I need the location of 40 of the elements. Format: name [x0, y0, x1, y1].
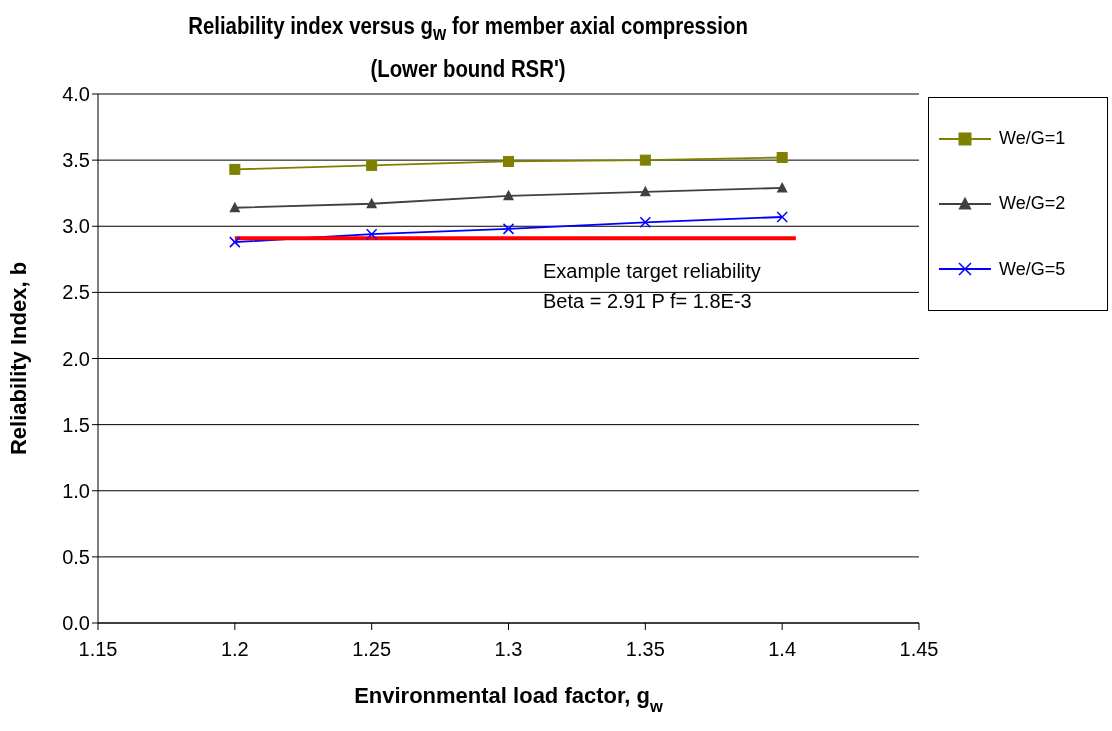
point [639, 185, 651, 197]
annotation: Beta = 2.91 P f= 1.8E-3 [543, 289, 753, 314]
legend-label: We/G=1 [999, 128, 1066, 150]
point [503, 155, 514, 167]
point [502, 223, 515, 235]
point [366, 197, 378, 209]
legend-label: We/G=2 [999, 193, 1066, 215]
chart-subtitle: (Lower bound RSR') [370, 54, 566, 82]
annotation: Example target reliability [543, 259, 761, 284]
y-axis-title: Reliability Index, b [6, 261, 31, 456]
point [776, 211, 788, 223]
x-tick-label: 1.3 [494, 638, 523, 661]
point [365, 228, 378, 240]
y-tick-label: 0.0 [62, 612, 90, 635]
x-tick-label: 1.2 [220, 638, 249, 661]
x-axis-title: Environmental load factor, g$_{w}$ [354, 683, 663, 715]
y-tick-label: 2.0 [62, 347, 90, 370]
point [776, 181, 788, 193]
point [639, 216, 652, 229]
legend-label: We/G=5 [999, 258, 1066, 280]
point [229, 236, 241, 248]
point [639, 154, 651, 166]
y-tick-label: 1.5 [62, 413, 90, 436]
y-tick-label: 3.5 [62, 149, 90, 172]
y-tick-label: 2.5 [62, 281, 90, 304]
y-tick-label: 3.0 [62, 215, 90, 238]
x-tick-label: 1.45 [899, 638, 939, 661]
point [503, 189, 514, 201]
point [229, 201, 241, 213]
y-tick-label: 4.0 [62, 83, 90, 106]
point [229, 163, 241, 175]
x-tick-label: 1.15 [78, 638, 118, 661]
chart-title: Reliability index versus g$_{w}$ for member axial compression [187, 11, 749, 46]
y-tick-label: 1.0 [62, 479, 90, 502]
y-tick-label: 0.5 [62, 545, 90, 568]
x-tick-label: 1.35 [625, 638, 665, 661]
x-tick-label: 1.4 [768, 638, 797, 661]
point [366, 159, 378, 171]
point [776, 151, 788, 163]
x-tick-label: 1.25 [352, 638, 392, 661]
